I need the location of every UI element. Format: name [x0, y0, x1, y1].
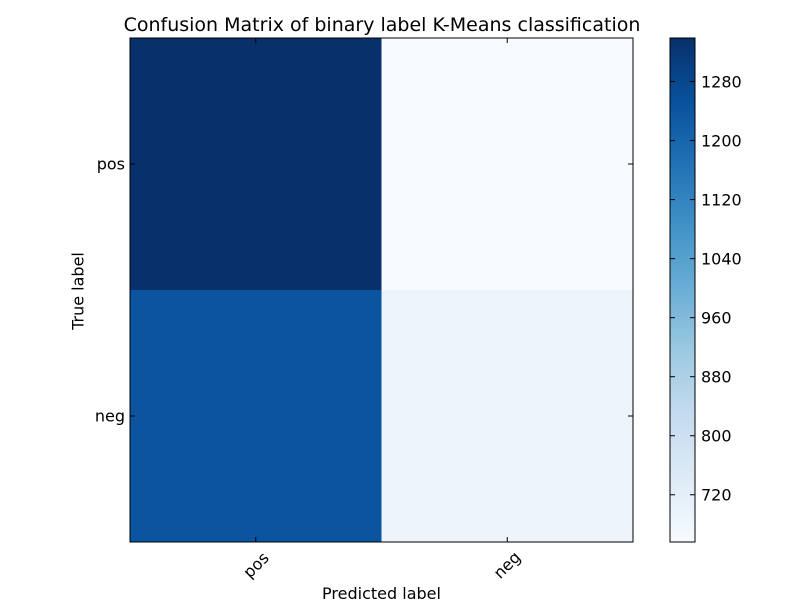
colorbar-tick-label: 960 — [701, 308, 732, 328]
colorbar-tick-label: 800 — [701, 426, 732, 446]
colorbar-tick-label: 720 — [701, 485, 732, 505]
x-axis-label: Predicted label — [322, 584, 441, 603]
cell-neg-neg — [381, 290, 634, 543]
y-axis-label: True label — [68, 252, 88, 330]
cell-pos-neg — [381, 38, 634, 291]
axis-ticks — [130, 38, 633, 542]
cell-neg-pos — [130, 290, 382, 543]
colorbar-tick-label: 880 — [701, 367, 732, 387]
y-tick-label-neg: neg — [94, 406, 125, 426]
colorbar-tick-label: 1120 — [701, 190, 742, 210]
colorbar-tick-label: 1280 — [701, 72, 742, 92]
heatmap-cells — [130, 38, 634, 543]
cell-pos-pos — [130, 38, 382, 291]
colorbar-tick-label: 1040 — [701, 249, 742, 269]
colorbar-ticks — [670, 81, 695, 496]
colorbar — [669, 37, 696, 543]
y-tick-label-pos: pos — [96, 154, 125, 174]
colorbar-tick-label: 1200 — [701, 131, 742, 151]
chart-title: Confusion Matrix of binary label K-Means… — [123, 14, 641, 36]
plot-frame — [129, 37, 634, 543]
